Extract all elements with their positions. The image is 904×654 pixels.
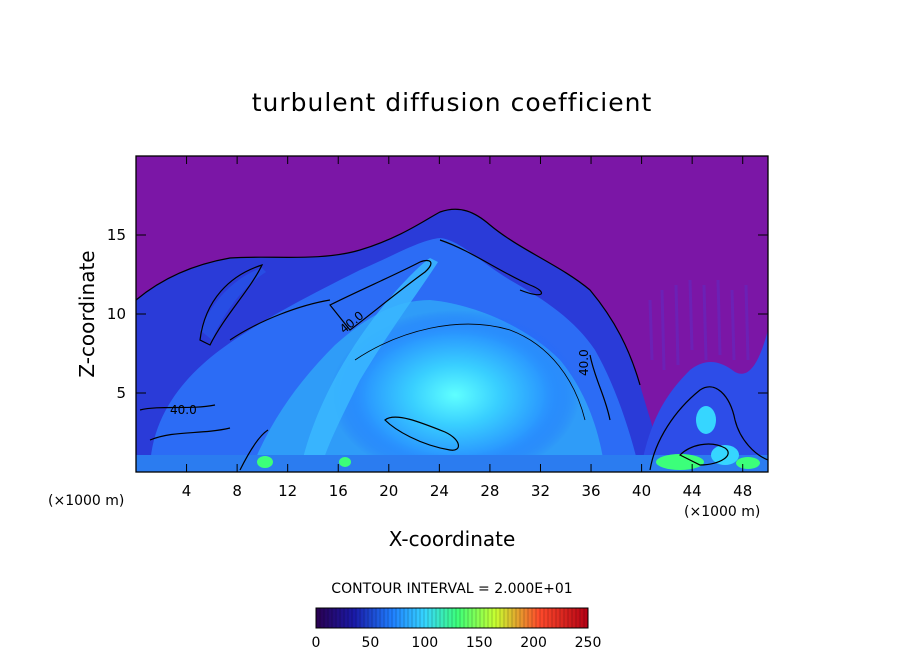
y-axis-label: Z-coordinate: [75, 250, 99, 377]
colorbar-tick-label: 50: [361, 635, 379, 651]
contour-label: 40.0: [577, 349, 591, 376]
colorbar-tick-label: 0: [312, 635, 321, 651]
x-axis-label: X-coordinate: [389, 527, 516, 551]
x-unit-left: (×1000 m): [48, 493, 124, 509]
colorbar-tick-label: 200: [520, 635, 547, 651]
colorbar-tick-label: 150: [466, 635, 493, 651]
x-tick-label: 24: [430, 482, 449, 500]
colorbar-frame: [315, 607, 589, 629]
colorbar-stripes: [319, 608, 585, 628]
contour-interval-text: CONTOUR INTERVAL = 2.000E+01: [331, 581, 572, 597]
x-unit-right: (×1000 m): [684, 504, 760, 520]
heatmap-field: 40.0 40.0 40.0: [136, 156, 768, 472]
updraft-streak: [300, 258, 438, 472]
x-tick-label: 44: [683, 482, 702, 500]
y-tick-label: 10: [107, 305, 126, 323]
x-tick-label: 16: [329, 482, 348, 500]
surface-turbulence-right: [640, 330, 768, 472]
colorbar: [316, 608, 588, 628]
x-axis-ticks: 4 8 12 16 20 24 28 32 36 40 44 48: [182, 156, 752, 500]
x-tick-label: 36: [581, 482, 600, 500]
chart-title: turbulent diffusion coefficient: [252, 88, 653, 117]
contour-lines: [136, 208, 768, 471]
x-tick-label: 12: [278, 482, 297, 500]
contour-label: 40.0: [170, 403, 197, 417]
y-axis-ticks: 5 10 15: [107, 226, 768, 402]
core-max: [330, 310, 580, 472]
x-tick-label: 48: [733, 482, 752, 500]
colorbar-tick-label: 250: [575, 635, 602, 651]
left-streaks: [200, 268, 266, 340]
x-tick-label: 20: [379, 482, 398, 500]
colorbar-ticks: 0 50 100 150 200 250: [312, 635, 602, 651]
x-tick-label: 8: [232, 482, 242, 500]
x-tick-label: 4: [182, 482, 192, 500]
x-tick-label: 32: [531, 482, 550, 500]
y-tick-label: 15: [107, 226, 126, 244]
x-tick-label: 28: [480, 482, 499, 500]
colorbar-tick-label: 100: [411, 635, 438, 651]
x-tick-label: 40: [632, 482, 651, 500]
wave-streaks: [648, 279, 750, 371]
y-tick-label: 5: [116, 384, 126, 402]
